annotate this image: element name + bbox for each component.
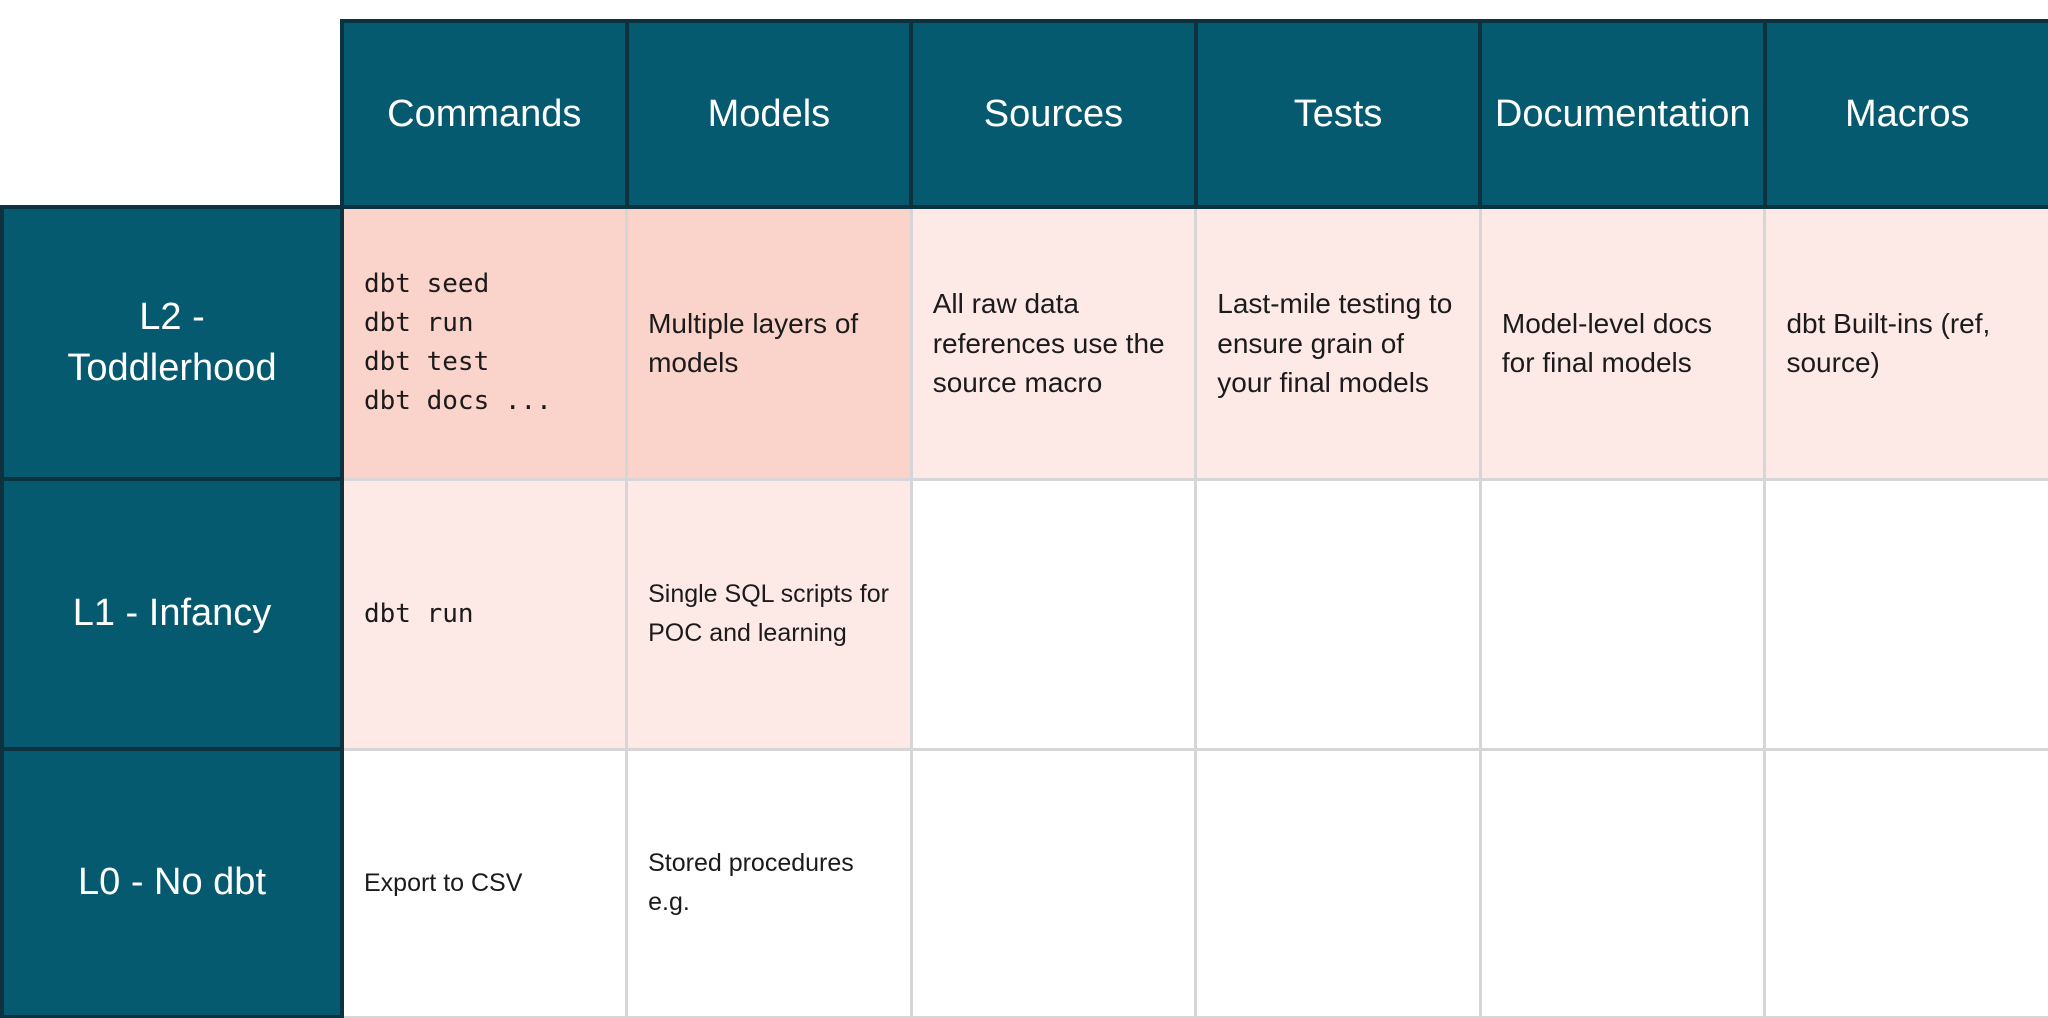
- cell-l2-models: Multiple layers of models: [625, 205, 913, 481]
- row-header-l2: L2 - Toddlerhood: [0, 205, 344, 481]
- column-header-documentation: Documentation: [1478, 19, 1767, 209]
- cell-l0-sources: [909, 747, 1198, 1018]
- cell-l2-macros: dbt Built-ins (ref, source): [1763, 205, 2048, 481]
- cell-l0-commands: Export to CSV: [340, 747, 629, 1018]
- row-l1-infancy: L1 - Infancy dbt run Single SQL scripts …: [0, 477, 2048, 751]
- column-header-models: Models: [624, 19, 914, 209]
- row-l2-toddlerhood: L2 - Toddlerhood dbt seed dbt run dbt te…: [0, 205, 2048, 481]
- cell-l1-sources: [909, 477, 1198, 751]
- column-header-sources: Sources: [909, 19, 1198, 209]
- cell-l2-sources: All raw data references use the source m…: [909, 205, 1198, 481]
- cell-l2-documentation: Model-level docs for final models: [1478, 205, 1767, 481]
- cell-l1-macros: [1763, 477, 2048, 751]
- column-header-tests: Tests: [1193, 19, 1483, 209]
- cell-l0-macros: [1763, 747, 2048, 1018]
- cell-l1-commands: dbt run: [340, 477, 629, 751]
- column-header-commands: Commands: [340, 19, 629, 209]
- dbt-maturity-table: Commands Models Sources Tests Documentat…: [0, 19, 2048, 1018]
- header-row: Commands Models Sources Tests Documentat…: [2, 19, 2048, 209]
- cell-l1-tests: [1194, 477, 1482, 751]
- cell-l0-tests: [1194, 747, 1482, 1018]
- corner-cell: [2, 21, 342, 207]
- row-l0-no-dbt: L0 - No dbt Export to CSV Stored procedu…: [0, 747, 2048, 1018]
- row-header-l1: L1 - Infancy: [0, 477, 344, 751]
- cell-l0-models: Stored procedures e.g.: [625, 747, 913, 1018]
- cell-l2-tests: Last-mile testing to ensure grain of you…: [1194, 205, 1482, 481]
- row-header-l0: L0 - No dbt: [0, 747, 344, 1018]
- cell-l1-documentation: [1478, 477, 1767, 751]
- cell-l2-commands: dbt seed dbt run dbt test dbt docs ...: [340, 205, 629, 481]
- column-header-macros: Macros: [1762, 19, 2048, 209]
- cell-l1-models: Single SQL scripts for POC and learning: [625, 477, 913, 751]
- cell-l0-documentation: [1478, 747, 1767, 1018]
